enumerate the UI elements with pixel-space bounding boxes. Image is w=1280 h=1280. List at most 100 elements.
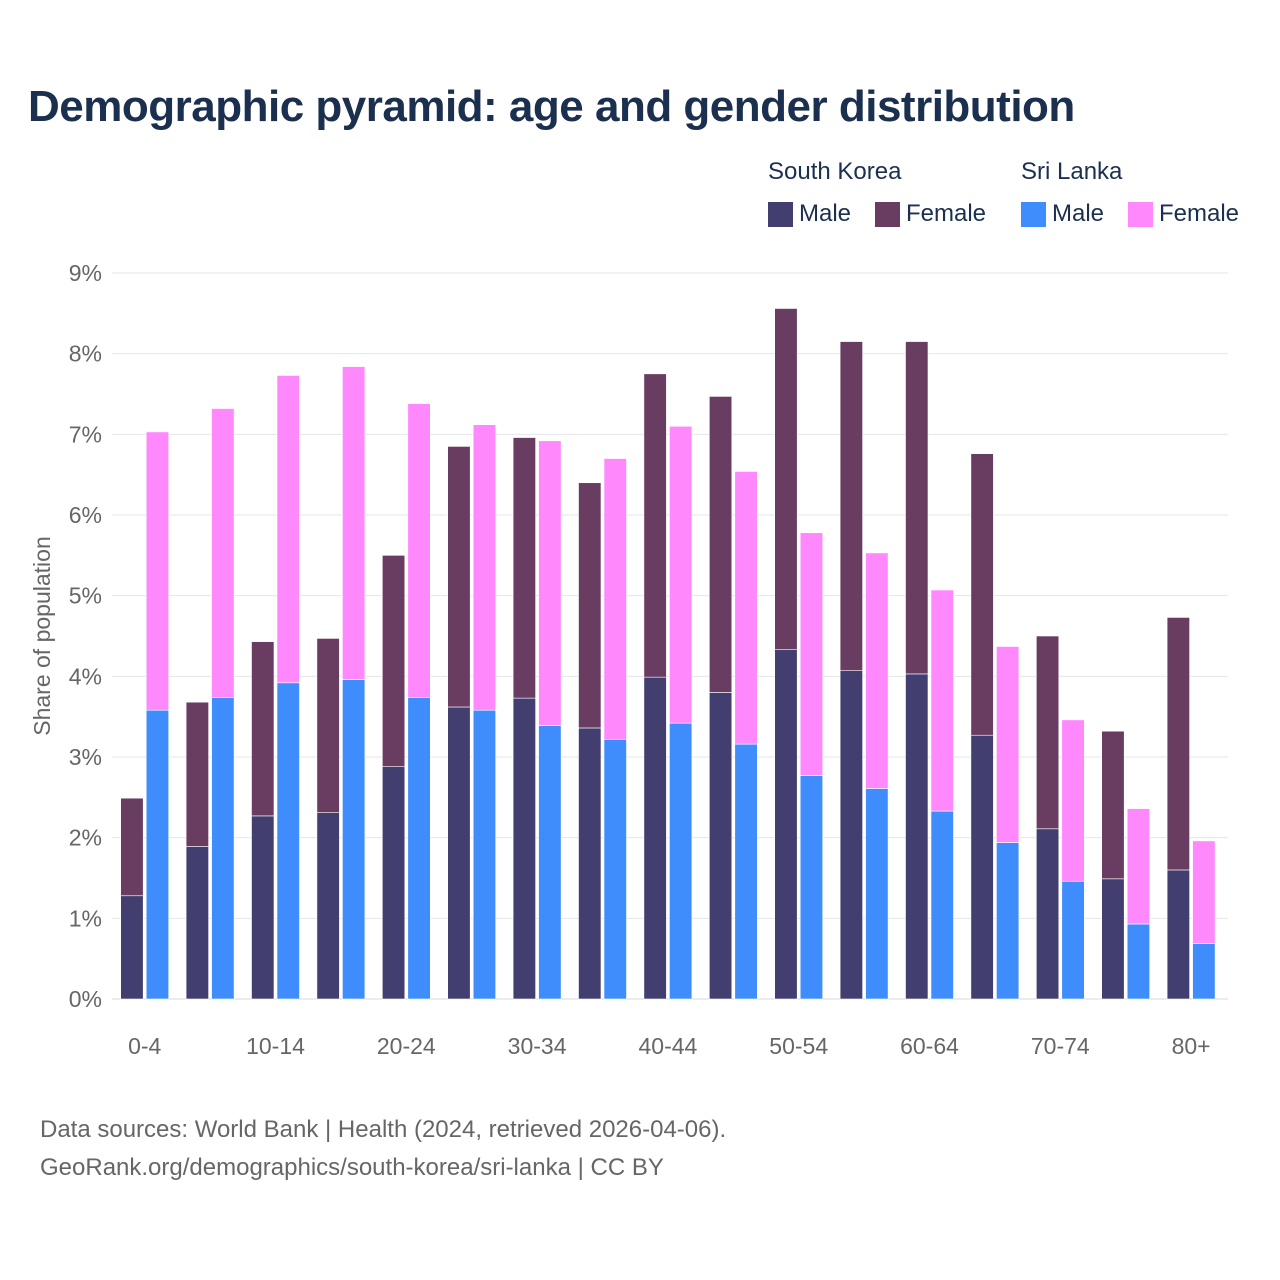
- bar-sri-lanka-female[interactable]: [996, 646, 1020, 843]
- bar-south-korea-male[interactable]: [447, 706, 471, 1000]
- bar-south-korea-male[interactable]: [512, 697, 536, 1000]
- bar-south-korea-male[interactable]: [316, 812, 340, 1000]
- bar-south-korea-male[interactable]: [1036, 828, 1060, 1000]
- bar-south-korea-male[interactable]: [251, 815, 275, 1000]
- y-axis-label: Share of population: [29, 536, 55, 736]
- legend-swatch: [875, 201, 900, 227]
- bar-sri-lanka-male[interactable]: [145, 709, 169, 1000]
- bar-sri-lanka-male[interactable]: [538, 725, 562, 1000]
- bar-sri-lanka-male[interactable]: [342, 679, 366, 1000]
- bar-south-korea-female[interactable]: [381, 555, 406, 767]
- bar-sri-lanka-female[interactable]: [1126, 808, 1150, 925]
- bar-sri-lanka-female[interactable]: [276, 375, 300, 684]
- bar-south-korea-male[interactable]: [120, 895, 144, 1000]
- bar-sri-lanka-female[interactable]: [145, 431, 169, 711]
- bar-south-korea-male[interactable]: [1101, 878, 1125, 1000]
- bar-sri-lanka-male[interactable]: [930, 810, 954, 1000]
- source-line-2: GeoRank.org/demographics/south-korea/sri…: [40, 1154, 664, 1181]
- bar-south-korea-female[interactable]: [1101, 730, 1125, 880]
- y-tick-label: 7%: [69, 421, 102, 447]
- bar-south-korea-female[interactable]: [643, 373, 667, 678]
- bar-sri-lanka-male[interactable]: [734, 743, 758, 1000]
- chart-title: Demographic pyramid: age and gender dist…: [28, 82, 1075, 131]
- bar-sri-lanka-male[interactable]: [1061, 880, 1085, 1000]
- y-tick-label: 9%: [69, 260, 102, 286]
- bar-south-korea-female[interactable]: [708, 396, 733, 693]
- bar-south-korea-female[interactable]: [1166, 617, 1190, 871]
- bar-sri-lanka-female[interactable]: [407, 403, 431, 698]
- bar-south-korea-male[interactable]: [381, 766, 406, 1000]
- bar-south-korea-male[interactable]: [185, 846, 209, 1000]
- x-tick-label: 40-44: [638, 1033, 697, 1059]
- bar-south-korea-male[interactable]: [774, 649, 798, 1000]
- bar-south-korea-female[interactable]: [578, 482, 602, 729]
- bar-sri-lanka-female[interactable]: [342, 366, 366, 680]
- bar-sri-lanka-male[interactable]: [996, 842, 1020, 1000]
- y-tick-label: 4%: [69, 663, 102, 689]
- y-tick-label: 3%: [69, 744, 102, 770]
- legend-item-south-korea-male[interactable]: Male: [768, 200, 851, 228]
- bar-sri-lanka-male[interactable]: [669, 722, 693, 1000]
- bar-south-korea-male[interactable]: [839, 670, 863, 1000]
- bar-south-korea-female[interactable]: [905, 341, 929, 675]
- legend-item-south-korea-female[interactable]: Female: [875, 200, 986, 228]
- bar-sri-lanka-male[interactable]: [603, 738, 627, 1000]
- bar-sri-lanka-female[interactable]: [1061, 719, 1085, 882]
- bar-sri-lanka-male[interactable]: [1192, 943, 1216, 1000]
- x-tick-label: 30-34: [508, 1033, 567, 1059]
- y-tick-label: 0%: [69, 986, 102, 1012]
- bar-south-korea-female[interactable]: [839, 341, 863, 671]
- bar-south-korea-male[interactable]: [1166, 869, 1190, 1000]
- bar-sri-lanka-female[interactable]: [930, 589, 954, 812]
- bar-south-korea-male[interactable]: [578, 727, 602, 1000]
- y-tick-label: 2%: [69, 825, 102, 851]
- bar-sri-lanka-female[interactable]: [865, 552, 889, 789]
- bar-sri-lanka-female[interactable]: [1192, 840, 1216, 944]
- x-tick-label: 80+: [1172, 1033, 1211, 1059]
- bar-south-korea-female[interactable]: [1036, 635, 1060, 830]
- x-tick-label: 70-74: [1031, 1033, 1090, 1059]
- bar-sri-lanka-female[interactable]: [603, 458, 627, 740]
- y-tick-label: 8%: [69, 341, 102, 367]
- bar-south-korea-female[interactable]: [447, 446, 471, 708]
- bar-sri-lanka-male[interactable]: [407, 697, 431, 1000]
- x-tick-label: 0-4: [128, 1033, 161, 1059]
- bar-sri-lanka-female[interactable]: [669, 425, 693, 724]
- bar-south-korea-male[interactable]: [970, 734, 994, 1000]
- bar-south-korea-male[interactable]: [708, 692, 733, 1000]
- bar-sri-lanka-female[interactable]: [472, 424, 497, 711]
- bar-south-korea-female[interactable]: [251, 641, 275, 817]
- population-pyramid-chart: 0% 1% 2% 3% 4% 5% 6% 7% 8% 9% 0-4 10-14 20-24 30-34 4…: [29, 260, 1228, 1059]
- y-axis-ticks: 0% 1% 2% 3% 4% 5% 6% 7% 8% 9%: [69, 260, 102, 1012]
- legend-item-sri-lanka-female[interactable]: Female: [1128, 200, 1239, 228]
- x-tick-label: 60-64: [900, 1033, 959, 1059]
- y-tick-label: 6%: [69, 502, 102, 528]
- x-tick-label: 20-24: [377, 1033, 436, 1059]
- bar-sri-lanka-male[interactable]: [1126, 923, 1150, 1000]
- bar-sri-lanka-female[interactable]: [799, 532, 824, 776]
- bar-south-korea-female[interactable]: [316, 638, 340, 813]
- legend-label: Male: [799, 200, 852, 227]
- bar-south-korea-female[interactable]: [512, 437, 536, 699]
- bar-south-korea-male[interactable]: [905, 673, 929, 1000]
- bar-sri-lanka-male[interactable]: [472, 709, 497, 1000]
- bar-sri-lanka-male[interactable]: [211, 697, 235, 1000]
- bar-sri-lanka-male[interactable]: [276, 682, 300, 1000]
- bars: [120, 308, 1216, 1000]
- x-axis-ticks: 0-4 10-14 20-24 30-34 40-44 50-54 60-64 70-74 80…: [128, 1033, 1211, 1059]
- legend-swatch: [1128, 201, 1153, 227]
- legend-label: Female: [1159, 200, 1240, 227]
- x-tick-label: 50-54: [769, 1033, 828, 1059]
- bar-sri-lanka-female[interactable]: [211, 408, 235, 698]
- bar-south-korea-female[interactable]: [774, 308, 798, 651]
- legend-swatch: [1021, 201, 1046, 227]
- bar-south-korea-female[interactable]: [185, 701, 209, 847]
- bar-sri-lanka-female[interactable]: [734, 471, 758, 745]
- bar-south-korea-female[interactable]: [120, 797, 144, 897]
- legend-item-sri-lanka-male[interactable]: Male: [1021, 200, 1104, 228]
- bar-sri-lanka-male[interactable]: [865, 788, 889, 1000]
- bar-south-korea-male[interactable]: [643, 676, 667, 1000]
- bar-sri-lanka-female[interactable]: [538, 440, 562, 726]
- bar-south-korea-female[interactable]: [970, 453, 994, 736]
- bar-sri-lanka-male[interactable]: [799, 775, 824, 1000]
